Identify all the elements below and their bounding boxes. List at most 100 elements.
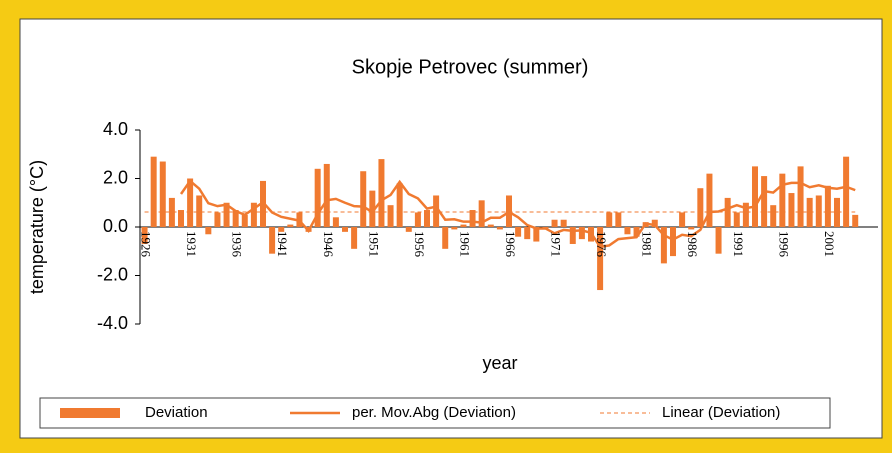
bar <box>159 161 166 227</box>
y-tick-label: -2.0 <box>97 264 128 284</box>
x-tick-label: 1941 <box>275 231 290 257</box>
bar <box>241 214 248 227</box>
x-tick-label: 1961 <box>457 231 472 257</box>
bar <box>223 202 230 227</box>
bar <box>824 185 831 227</box>
bar <box>414 212 421 227</box>
bar <box>770 205 777 227</box>
legend-label: Deviation <box>145 404 208 421</box>
x-tick-label: 2001 <box>822 231 837 257</box>
x-axis-title: year <box>482 353 517 373</box>
legend-label: per. Mov.Abg (Deviation) <box>352 404 516 421</box>
bar <box>843 156 850 227</box>
bar <box>815 195 822 227</box>
bar <box>424 210 430 227</box>
legend-box <box>39 397 831 429</box>
bar <box>551 219 558 227</box>
x-tick-label: 1951 <box>366 231 381 257</box>
bar <box>715 227 722 254</box>
x-tick-label: 1976 <box>594 231 609 258</box>
bar <box>469 210 476 227</box>
x-tick-label: 1986 <box>685 231 700 258</box>
x-tick-label: 1966 <box>503 231 518 258</box>
bar <box>442 227 449 249</box>
bar <box>141 227 148 244</box>
legend: Deviation per. Mov.Abg (Deviation) Linear … <box>60 404 780 421</box>
bar <box>178 210 184 227</box>
bar <box>378 159 385 227</box>
panel <box>19 18 883 439</box>
bar <box>852 214 859 227</box>
bar <box>351 227 358 249</box>
x-tick-label: 1971 <box>549 231 564 257</box>
bar <box>606 212 613 227</box>
bar <box>478 200 485 227</box>
y-tick-label: 4.0 <box>103 119 128 139</box>
bar <box>834 197 840 227</box>
bar <box>496 227 503 230</box>
chart-title: Skopje Petrovec (summer) <box>352 56 589 78</box>
bar <box>314 168 321 227</box>
bar <box>797 166 804 227</box>
bar <box>569 227 576 244</box>
bar <box>232 210 239 227</box>
bar <box>578 227 585 240</box>
x-tick-label: 1946 <box>321 231 336 258</box>
bar <box>752 166 758 227</box>
moving-average-line <box>179 179 856 249</box>
bar <box>287 224 294 227</box>
bar <box>779 173 786 227</box>
y-tick-label: 0.0 <box>103 216 128 236</box>
bar <box>697 188 704 227</box>
bar <box>196 195 203 227</box>
x-tick-label: 1936 <box>230 231 245 258</box>
bar <box>250 202 257 227</box>
bar <box>597 227 604 291</box>
bar <box>360 171 367 227</box>
bar <box>742 202 749 227</box>
bar <box>660 227 667 264</box>
y-tick-label: -4.0 <box>97 313 128 333</box>
bar <box>269 227 276 254</box>
bar <box>615 212 622 227</box>
bar <box>369 190 376 227</box>
bar <box>706 173 713 227</box>
bar <box>670 227 676 257</box>
bar <box>323 163 330 227</box>
x-tick-label: 1996 <box>776 231 791 258</box>
legend-swatch <box>60 408 120 418</box>
bar <box>487 224 494 227</box>
bar <box>633 227 640 237</box>
bar <box>651 219 658 227</box>
y-axis-title: temperature (°C) <box>27 160 47 294</box>
bar <box>342 227 348 232</box>
bar <box>733 212 740 227</box>
bar <box>451 227 458 230</box>
bar <box>624 227 631 235</box>
bar <box>560 219 567 227</box>
bar <box>387 205 394 227</box>
bar <box>515 227 522 237</box>
bar <box>168 197 175 227</box>
bar <box>679 212 686 227</box>
y-tick-label: 2.0 <box>103 167 128 187</box>
bar <box>214 212 221 227</box>
x-tick-label: 1926 <box>139 231 154 258</box>
bar <box>460 224 467 227</box>
legend-label: Linear (Deviation) <box>662 404 780 421</box>
bar <box>788 193 795 227</box>
bar <box>150 156 157 227</box>
x-tick-label: 1991 <box>731 231 746 257</box>
bar <box>278 227 285 232</box>
bar <box>533 227 540 242</box>
bar <box>688 227 695 230</box>
x-tick-label: 1931 <box>184 231 199 257</box>
bar <box>205 227 212 235</box>
x-tick-label: 1956 <box>412 231 427 258</box>
x-tick-label: 1981 <box>640 231 655 257</box>
bar <box>396 183 403 227</box>
bar <box>433 195 440 227</box>
bar <box>761 176 768 227</box>
bar <box>405 227 412 232</box>
